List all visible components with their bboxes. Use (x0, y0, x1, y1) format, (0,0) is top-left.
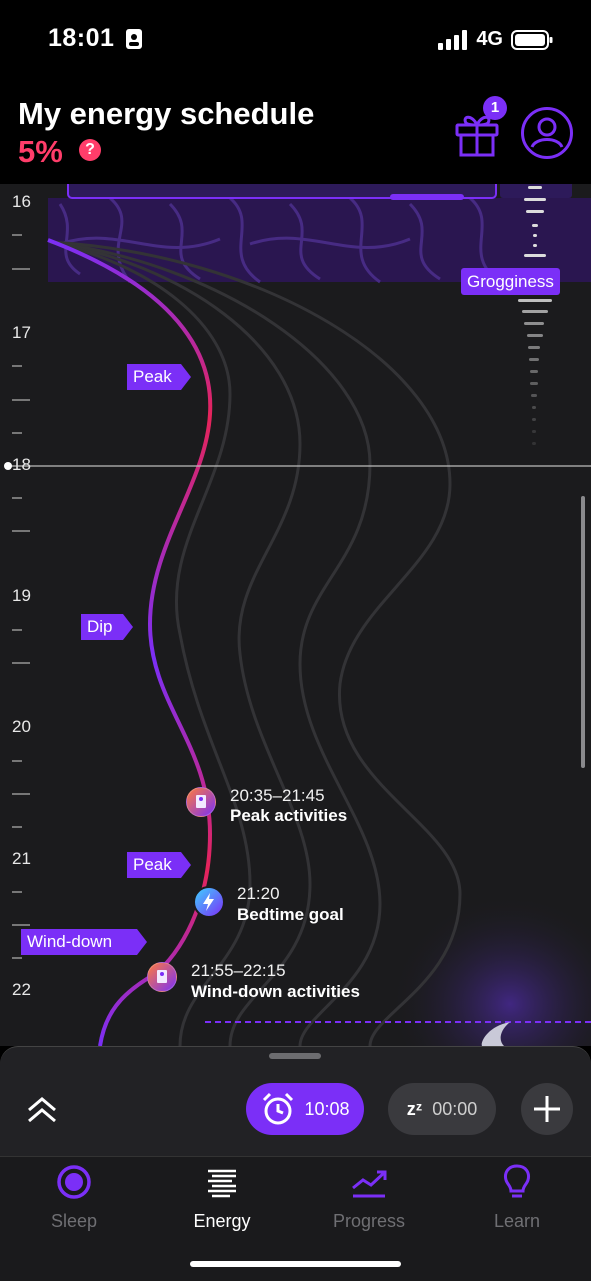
help-icon[interactable]: ? (79, 139, 101, 161)
profile-icon[interactable] (520, 106, 574, 160)
sleep-zz-icon: zᶻ (406, 1098, 423, 1119)
tick (12, 432, 22, 434)
tick (12, 234, 22, 236)
tick (12, 497, 22, 499)
status-indicators: 4G (438, 28, 553, 51)
tab-learn[interactable]: Learn (457, 1162, 577, 1232)
sleep-time: 00:00 (432, 1098, 478, 1119)
energy-chart[interactable]: 16 17 18 19 20 21 22 Grogginess Peak Dip… (0, 184, 591, 1046)
page-title: My energy schedule (18, 96, 315, 131)
status-time: 18:01 (48, 24, 115, 52)
tab-label: Energy (193, 1211, 251, 1231)
lightning-icon[interactable] (193, 886, 225, 918)
hour-label-18: 18 (12, 455, 31, 474)
tick (12, 924, 30, 926)
tick (12, 268, 30, 270)
gift-icon[interactable] (454, 108, 500, 158)
activity-icon[interactable] (186, 787, 216, 817)
tick (12, 826, 22, 828)
hour-label-21: 21 (12, 849, 31, 868)
event-title-bedtime[interactable]: Bedtime goal (237, 905, 344, 924)
battery-icon (511, 29, 553, 50)
contact-badge-icon (126, 29, 142, 49)
grogginess-indicator (518, 186, 552, 445)
peak-tag-1: Peak (127, 364, 191, 390)
gift-badge: 1 (483, 96, 507, 120)
tab-progress[interactable]: Progress (309, 1162, 429, 1232)
event-title-peak[interactable]: Peak activities (230, 806, 348, 825)
home-indicator[interactable] (190, 1261, 401, 1267)
hour-label-16: 16 (12, 192, 31, 211)
plus-icon (534, 1096, 560, 1122)
tab-energy[interactable]: Energy (162, 1162, 282, 1232)
tab-bar (0, 1156, 591, 1281)
alarm-clock-icon (263, 1092, 294, 1125)
tab-sleep[interactable]: Sleep (14, 1162, 134, 1232)
event-time-peak: 20:35–21:45 (230, 786, 325, 805)
event-time-bedtime: 21:20 (237, 884, 280, 903)
tick (12, 530, 30, 532)
sheet-drag-handle[interactable] (269, 1053, 321, 1059)
hour-label-19: 19 (12, 586, 31, 605)
add-button[interactable] (521, 1083, 573, 1135)
activity-icon[interactable] (147, 962, 177, 992)
tick (12, 365, 22, 367)
network-label: 4G (476, 28, 503, 50)
hour-label-20: 20 (12, 717, 31, 736)
signal-icon (438, 29, 468, 50)
hour-label-22: 22 (12, 980, 31, 999)
event-title-wind-down[interactable]: Wind-down activities (191, 982, 360, 1001)
tick (12, 760, 22, 762)
tick (12, 629, 22, 631)
tick (12, 662, 30, 664)
grogginess-tag: Grogginess (461, 268, 560, 295)
hour-label-17: 17 (12, 323, 31, 342)
expand-chevrons-icon[interactable] (26, 1094, 58, 1124)
sleep-button[interactable]: zᶻ 00:00 (388, 1083, 496, 1135)
alarm-time: 10:08 (304, 1098, 350, 1119)
dip-tag: Dip (81, 614, 133, 640)
tick (12, 793, 30, 795)
tick (12, 891, 22, 893)
tab-label: Learn (493, 1211, 541, 1231)
sleep-ring-icon (57, 1165, 91, 1199)
peak-tag-2: Peak (127, 852, 191, 878)
tick (12, 957, 22, 959)
progress-trend-icon (352, 1170, 387, 1198)
lightbulb-icon (504, 1164, 530, 1198)
wind-down-tag: Wind-down (21, 929, 147, 955)
tick (12, 399, 30, 401)
tab-label: Progress (332, 1211, 406, 1231)
alarm-button[interactable]: 10:08 (246, 1083, 364, 1135)
energy-curves (4, 184, 591, 1046)
energy-lines-icon (208, 1169, 236, 1198)
energy-percent: 5% (18, 134, 63, 169)
tab-label: Sleep (50, 1211, 98, 1231)
event-time-wind-down: 21:55–22:15 (191, 961, 286, 980)
